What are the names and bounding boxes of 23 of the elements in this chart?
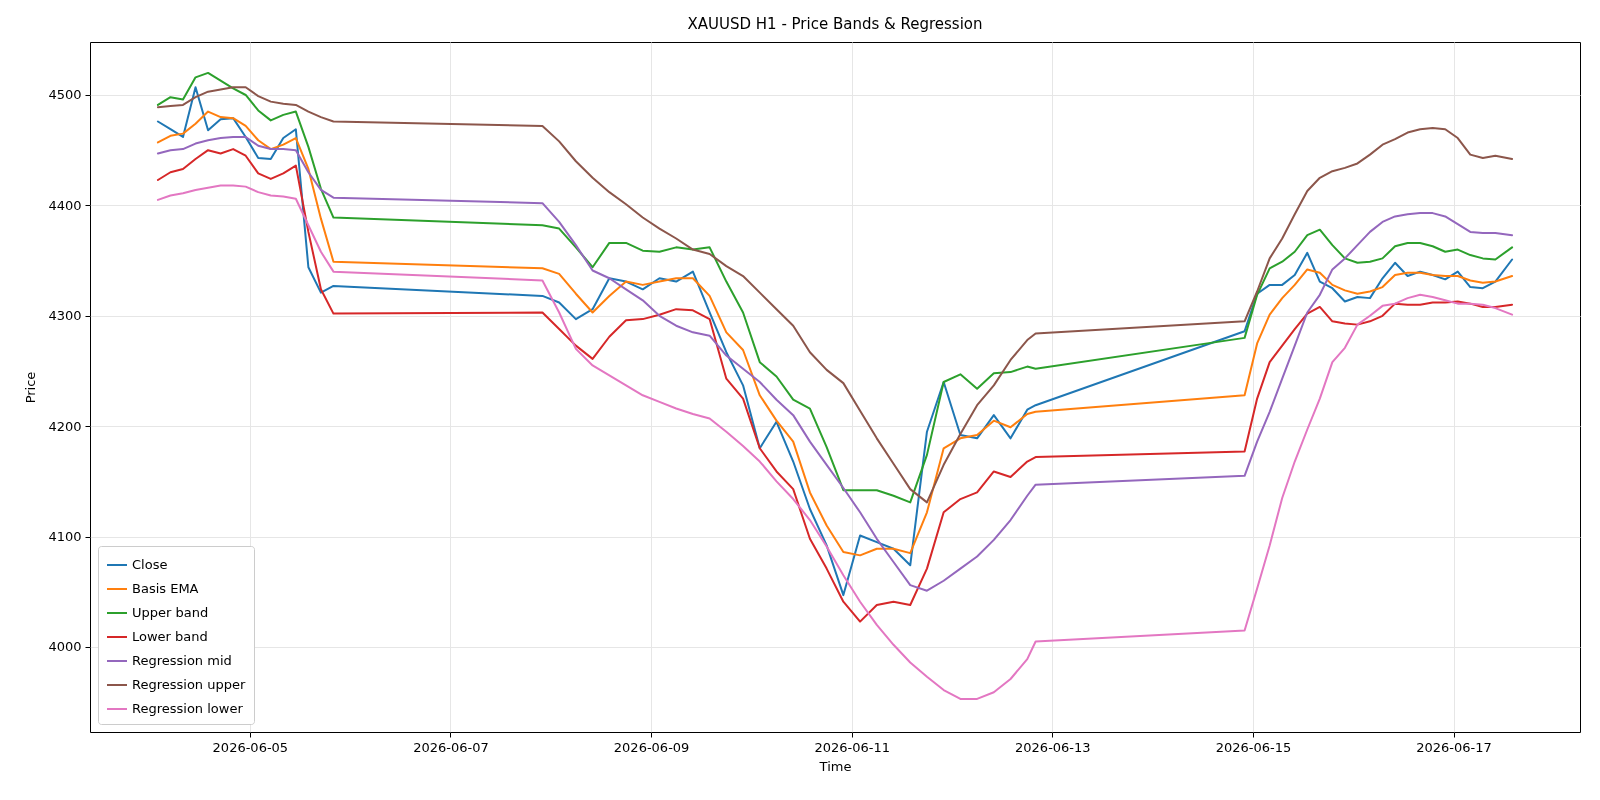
x-tick-label: 2026-06-09 — [613, 739, 690, 755]
y-tick-label: 4400 — [48, 197, 82, 213]
chart-title: XAUUSD H1 - Price Bands & Regression — [687, 15, 983, 33]
legend-label: Lower band — [132, 629, 208, 644]
y-tick-label: 4100 — [48, 529, 82, 545]
y-tick-label: 4000 — [48, 639, 82, 655]
x-tick-label: 2026-06-07 — [413, 739, 489, 755]
y-tick-label: 4500 — [48, 87, 82, 103]
x-tick-label: 2026-06-11 — [814, 739, 890, 755]
legend-label: Upper band — [132, 605, 209, 620]
y-tick-label: 4200 — [48, 418, 82, 434]
legend-label: Regression lower — [132, 701, 244, 716]
legend-label: Close — [132, 557, 168, 572]
legend-label: Regression upper — [132, 677, 246, 692]
x-tick-label: 2026-06-13 — [1015, 739, 1091, 755]
y-axis-title: Price — [23, 371, 39, 404]
x-tick-label: 2026-06-05 — [212, 739, 289, 755]
x-axis-title: Time — [818, 758, 852, 774]
x-tick-label: 2026-06-17 — [1416, 739, 1492, 755]
legend-label: Regression mid — [132, 653, 232, 668]
y-tick-label: 4300 — [48, 308, 82, 324]
legend-label: Basis EMA — [132, 581, 199, 596]
x-tick-label: 2026-06-15 — [1215, 739, 1292, 755]
